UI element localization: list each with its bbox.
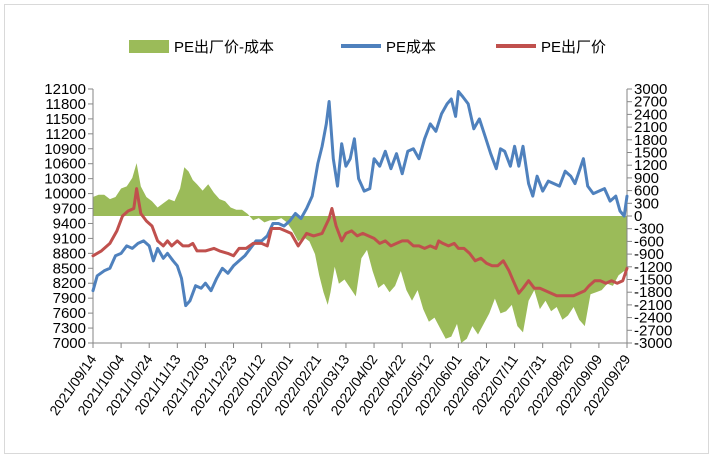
left-tick-label: 8800 [53, 245, 86, 262]
legend-label: PE成本 [386, 39, 436, 56]
right-tick-label: 600 [634, 183, 659, 200]
left-tick-label: 9700 [53, 201, 86, 218]
left-axis-ticks: 7000730076007900820085008800910094009700… [44, 81, 93, 352]
line-series-pe-price [91, 187, 629, 298]
line-series-pe-cost [91, 90, 629, 308]
left-tick-label: 10300 [44, 171, 86, 188]
left-tick-label: 10000 [44, 186, 86, 203]
area-series-pe-spread [93, 163, 627, 343]
left-tick-label: 9100 [53, 230, 86, 247]
right-tick-label: 1800 [634, 132, 667, 149]
right-tick-label: 2700 [634, 94, 667, 111]
left-tick-label: 8200 [53, 275, 86, 292]
left-tick-label: 12100 [44, 81, 86, 98]
legend-swatch-area [129, 40, 169, 53]
right-tick-label: -600 [634, 233, 664, 250]
right-tick-label: -1500 [634, 272, 672, 289]
left-tick-label: 11500 [45, 111, 86, 128]
right-tick-label: -2700 [634, 322, 672, 339]
left-tick-label: 11200 [45, 126, 86, 143]
left-tick-label: 8500 [53, 260, 86, 277]
right-tick-label: 2400 [634, 106, 667, 123]
chart-canvas: PE出厂价-成本 PE成本 PE出厂价 7000730076007900820085… [44, 39, 672, 418]
right-tick-label: -900 [634, 246, 664, 263]
right-tick-label: -3000 [634, 335, 672, 352]
legend-label: PE出厂价 [541, 39, 606, 56]
left-tick-label: 7300 [53, 320, 86, 337]
right-tick-label: 3000 [634, 81, 667, 98]
left-tick-label: 11800 [45, 96, 86, 113]
chart-frame: PE出厂价-成本 PE成本 PE出厂价 7000 7300 7600 7900 8200 85… [4, 4, 709, 454]
x-axis-ticks: 2021/09/142021/10/042021/10/242021/11/13… [46, 343, 634, 418]
right-tick-label: -1800 [634, 284, 672, 301]
left-tick-label: 7600 [53, 305, 86, 322]
left-tick-label: 10600 [44, 156, 86, 173]
left-tick-label: 7000 [53, 335, 86, 352]
lines-layer [91, 90, 629, 308]
right-tick-label: 1500 [634, 145, 667, 162]
right-tick-label: -300 [634, 221, 664, 238]
left-tick-label: 10900 [44, 141, 86, 158]
legend-label: PE出厂价-成本 [174, 39, 274, 56]
left-tick-label: 7900 [53, 290, 86, 307]
right-tick-label: 900 [634, 170, 659, 187]
legend: PE出厂价-成本 PE成本 PE出厂价 [129, 39, 606, 56]
left-tick-label: 9400 [53, 215, 86, 232]
right-tick-label: 300 [634, 195, 659, 212]
right-tick-label: -1200 [634, 259, 672, 276]
right-tick-label: 0 [634, 208, 642, 225]
area-layer [93, 163, 627, 343]
right-tick-label: 2100 [634, 119, 667, 136]
right-tick-label: 1200 [634, 157, 667, 174]
right-tick-label: -2100 [634, 297, 672, 314]
right-tick-label: -2400 [634, 310, 672, 327]
right-axis-ticks: -3000-2700-2400-2100-1800-1500-1200-900-… [627, 81, 672, 352]
